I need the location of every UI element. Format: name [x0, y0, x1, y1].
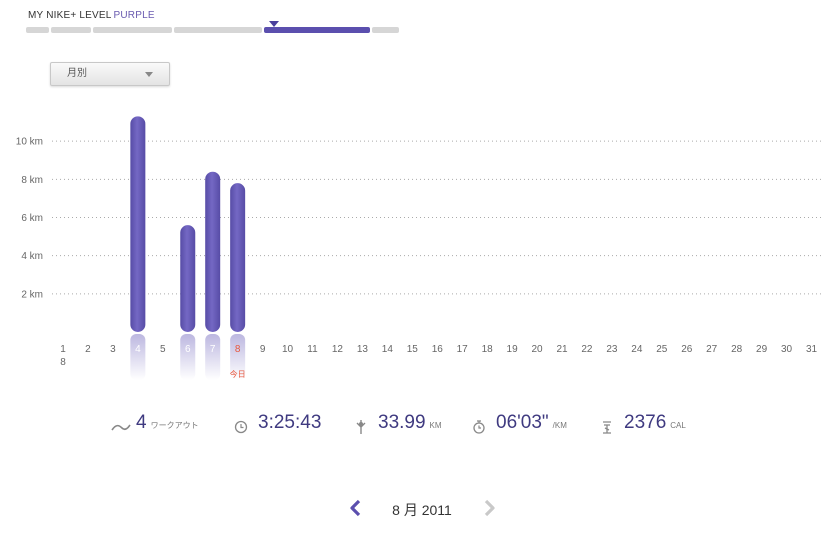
stat-calories-value: 2376	[624, 412, 667, 433]
bar-day-4[interactable]	[130, 116, 146, 332]
month-navigation: 8 月 2011	[0, 496, 838, 522]
x-tick-label: 26	[681, 344, 693, 355]
flame-icon	[603, 421, 611, 434]
x-tick-label: 9	[260, 344, 266, 355]
stat-distance: 33.99 KM	[352, 412, 442, 442]
trend-line-icon	[111, 424, 131, 431]
stat-duration-value: 3:25:43	[258, 412, 322, 433]
stat-calories: 2376 CAL	[598, 412, 686, 442]
stats-bar: 4 ワークアウト 3:25:43 33.99 KM 06'03" /KM 237…	[0, 412, 838, 442]
x-tick-label: 11	[307, 344, 318, 355]
x-tick-label: 17	[457, 344, 469, 355]
level-segment-current	[264, 27, 370, 33]
bar-reflection	[230, 334, 246, 380]
x-tick-label: 8	[235, 344, 241, 355]
stopwatch-icon	[473, 420, 485, 434]
stat-duration: 3:25:43	[232, 412, 321, 442]
stat-pace: 06'03" /KM	[470, 412, 567, 442]
chevron-down-icon	[145, 72, 153, 77]
x-tick-label: 13	[357, 344, 369, 355]
x-tick-label: 30	[781, 344, 793, 355]
stat-distance-value: 33.99	[378, 412, 426, 433]
x-tick-label: 18	[482, 344, 494, 355]
stat-workouts-value: 4	[136, 412, 147, 433]
x-tick-label: 24	[631, 344, 643, 355]
period-dropdown-label: 月別	[67, 68, 87, 79]
stat-calories-unit: CAL	[670, 421, 686, 430]
bar-reflection	[180, 334, 196, 380]
level-marker-icon	[269, 21, 279, 27]
level-segment	[26, 27, 49, 33]
x-tick-label: 15	[407, 344, 419, 355]
today-label: 今日	[230, 369, 246, 379]
bar-day-6[interactable]	[180, 225, 196, 332]
x-tick-label: 14	[382, 344, 394, 355]
current-month-label: 8 月 2011	[392, 502, 452, 518]
location-pin-icon	[356, 420, 366, 434]
stat-workouts: 4 ワークアウト	[110, 412, 199, 442]
level-prefix: MY NIKE+ LEVEL	[28, 10, 112, 21]
nike-level-label: MY NIKE+ LEVEL PURPLE	[28, 10, 155, 21]
x-tick-label: 2	[85, 344, 91, 355]
y-tick-label: 8 km	[21, 175, 43, 186]
level-segment	[51, 27, 91, 33]
bar-day-8[interactable]	[230, 183, 246, 332]
stat-pace-unit: /KM	[552, 421, 567, 430]
x-tick-label: 25	[656, 344, 668, 355]
level-segment	[93, 27, 172, 33]
x-tick-label: 22	[581, 344, 593, 355]
next-month-button[interactable]	[482, 499, 498, 517]
x-tick-label: 16	[432, 344, 444, 355]
clock-icon	[234, 420, 248, 434]
x-tick-label: 28	[731, 344, 743, 355]
x-tick-label: 27	[706, 344, 718, 355]
previous-month-button[interactable]	[347, 499, 363, 517]
x-tick-label: 23	[606, 344, 618, 355]
stat-distance-unit: KM	[429, 421, 442, 430]
bar-day-7[interactable]	[205, 171, 221, 332]
x-tick-label: 20	[531, 344, 543, 355]
x-tick-label: 10	[282, 344, 294, 355]
y-tick-label: 2 km	[21, 289, 43, 300]
x-tick-label: 19	[507, 344, 519, 355]
x-tick-label: 4	[135, 344, 141, 355]
x-tick-label: 31	[806, 344, 818, 355]
x-tick-label: 1	[60, 344, 66, 355]
bar-reflection	[130, 334, 146, 380]
x-tick-label: 12	[332, 344, 344, 355]
x-tick-label: 6	[185, 344, 191, 355]
y-tick-label: 4 km	[21, 251, 43, 262]
level-progress-track	[26, 27, 399, 34]
y-tick-label: 10 km	[16, 137, 43, 148]
x-tick-label: 5	[160, 344, 166, 355]
level-segment	[372, 27, 399, 33]
x-month-label: 8	[60, 357, 66, 368]
x-tick-label: 29	[756, 344, 768, 355]
y-tick-label: 6 km	[21, 213, 43, 224]
x-tick-label: 3	[110, 344, 116, 355]
bar-reflection	[205, 334, 221, 380]
stat-pace-value: 06'03"	[496, 412, 549, 433]
stat-workouts-unit: ワークアウト	[150, 421, 199, 430]
x-tick-label: 7	[210, 344, 216, 355]
period-dropdown[interactable]: 月別	[50, 62, 170, 86]
x-tick-label: 21	[556, 344, 568, 355]
level-segment	[174, 27, 262, 33]
level-name: PURPLE	[113, 10, 155, 21]
